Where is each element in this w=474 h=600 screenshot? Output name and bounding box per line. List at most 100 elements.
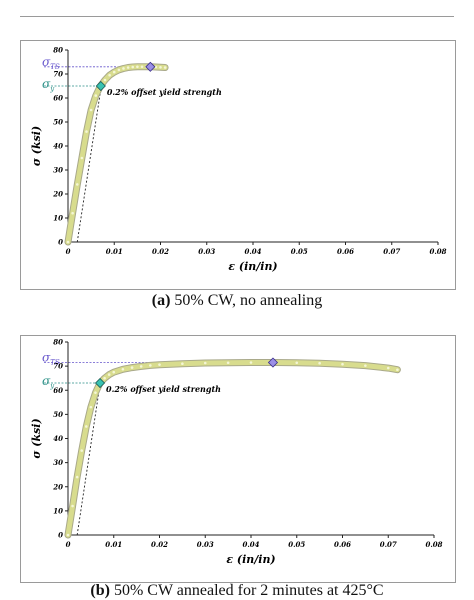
chart-b-x-tick-label: 0.04: [242, 540, 259, 549]
chart-a-y-tick-label: 70: [53, 70, 63, 79]
chart-a-x-tick-label: 0.05: [291, 247, 308, 256]
chart-b-data-point: [396, 368, 399, 372]
chart-b-data-point: [203, 361, 207, 365]
chart-b-y-tick-label: 60: [53, 386, 63, 395]
chart-b-data-point: [85, 425, 88, 428]
chart-a-data-point: [108, 73, 111, 77]
chart-b-data-point: [181, 362, 184, 366]
chart-a-data-point: [136, 65, 139, 69]
chart-a-x-tick-label: 0: [66, 247, 71, 256]
chart-a-x-tick-label: 0.06: [337, 247, 354, 256]
chart-b-x-tick-label: 0.03: [197, 540, 214, 549]
chart-a-y-tick-label: 10: [53, 214, 63, 223]
chart-a-x-tick-label: 0.03: [198, 247, 215, 256]
chart-a-data-point: [140, 65, 144, 69]
chart-b-data-point: [103, 376, 106, 380]
chart-a-data-point: [159, 65, 162, 69]
chart-a-y-tick-label: 30: [53, 166, 63, 175]
chart-a-ys-label: σy: [42, 77, 55, 93]
chart-b-y-tick-label: 30: [53, 458, 63, 467]
chart-b-annotation: 0.2% offset yield strength: [106, 384, 221, 394]
chart-b-data-point: [121, 367, 125, 371]
chart-b-y-tick-label: 10: [53, 506, 63, 515]
chart-a-data-point: [94, 94, 98, 97]
chart-b-data-point: [107, 373, 111, 376]
chart-a-y-tick-label: 80: [53, 46, 63, 55]
chart-a-y-tick-label: 50: [53, 118, 63, 127]
chart-a-offset-line: [76, 82, 103, 243]
chart-b-x-tick-label: 0.07: [380, 540, 397, 549]
chart-b-data-point: [295, 361, 299, 365]
chart-b-x-tick-label: 0.06: [334, 540, 351, 549]
chart-a-data-point: [71, 211, 74, 215]
chart-b-y-tick-label: 50: [53, 410, 63, 419]
chart-panel-b: 0 0.01 0.02 0.03 0.04 0.05 0.06 0.07 0.08 0 10 20 30…: [20, 335, 456, 583]
chart-b-offset-line: [76, 378, 102, 536]
chart-a-y-tick-label: 60: [53, 94, 63, 103]
chart-b-x-tick-label: 0: [66, 540, 71, 549]
chart-a-uts-marker: [145, 61, 156, 72]
chart-b-y-tick-label: 70: [53, 362, 63, 371]
chart-b-x-tick-label: 0.01: [105, 540, 122, 549]
chart-b-x-label: ε (in/in): [226, 553, 275, 566]
caption-b: (b) 50% CW annealed for 2 minutes at 425…: [0, 582, 474, 600]
chart-a-data-point: [112, 70, 116, 74]
chart-a-y-tick-label: 0: [58, 238, 63, 247]
chart-a-x-tick-label: 0.08: [429, 247, 446, 256]
chart-b-data-point: [94, 391, 97, 394]
chart-a-x-label: ε (in/in): [228, 260, 277, 273]
caption-a: (a) 50% CW, no annealing: [0, 292, 474, 310]
chart-b-data-point: [149, 364, 152, 367]
chart-a-data-point: [131, 65, 135, 69]
chart-b-data-point: [364, 364, 367, 367]
chart-b-x-tick-label: 0.08: [425, 540, 442, 549]
chart-b-ys-marker: [94, 377, 106, 389]
chart-b-data-point: [75, 475, 79, 479]
chart-b-uts-marker: [267, 357, 279, 368]
chart-b-y-tick-label: 40: [53, 434, 63, 443]
chart-a-uts-label: σTS: [42, 55, 60, 71]
chart-a-data-point: [163, 66, 167, 69]
chart-b-ys-label: σy: [42, 374, 55, 390]
caption-a-text: 50% CW, no annealing: [170, 292, 323, 309]
chart-a-data-point: [75, 183, 79, 186]
chart-b-data-point: [112, 370, 116, 374]
chart-a-x-tick-label: 0.04: [244, 247, 261, 256]
chart-b-x-tick-label: 0.02: [151, 540, 168, 549]
chart-b-uts-label: σTS: [42, 351, 60, 367]
caption-a-label: (a): [151, 292, 171, 309]
chart-b-data-point: [386, 366, 390, 370]
chart-b-y-tick-label: 80: [53, 338, 63, 347]
chart-a-data-point: [80, 156, 84, 160]
chart-b-y-label: σ (ksi): [30, 418, 43, 458]
chart-a-data-point: [89, 108, 93, 112]
chart-a-data-point: [126, 66, 130, 69]
chart-b-svg: 0 0.01 0.02 0.03 0.04 0.05 0.06 0.07 0.08 0 10 20 30…: [30, 338, 443, 567]
chart-a-y-tick-label: 40: [53, 142, 63, 151]
chart-a-data-point: [154, 65, 158, 69]
chart-b-data-point: [249, 361, 253, 364]
chart-b-data-point: [318, 361, 321, 365]
chart-b-x-tick-label: 0.05: [288, 540, 305, 549]
chart-b-data-point: [89, 405, 93, 409]
chart-a-ys-marker: [95, 80, 106, 92]
chart-b-data-point: [158, 363, 161, 366]
chart-a-data-point: [66, 240, 70, 244]
chart-a-y-label: σ (ksi): [30, 126, 43, 166]
chart-b-data-point: [130, 366, 134, 369]
chart-b-data-point: [71, 504, 74, 508]
chart-a-data-point: [103, 78, 107, 82]
chart-b-data-point: [226, 361, 230, 365]
chart-a-data-point: [117, 68, 121, 72]
chart-a-x-tick-label: 0.07: [383, 247, 400, 256]
chart-b-data-point: [66, 533, 70, 537]
chart-b-data-point: [341, 362, 344, 366]
chart-a-y-tick-label: 20: [52, 190, 63, 199]
chart-a-data-point: [85, 130, 88, 133]
chart-a-svg: 0 0.01 0.02 0.03 0.04 0.05 0.06 0.07 0.08 0 10 20 30…: [30, 46, 447, 274]
chart-panel-a: 0 0.01 0.02 0.03 0.04 0.05 0.06 0.07 0.08 0 10 20 30…: [20, 40, 456, 290]
chart-b-y-tick-label: 0: [58, 531, 63, 540]
chart-a-data-point: [122, 67, 125, 70]
chart-b-y-tick-label: 20: [52, 482, 63, 491]
chart-a-x-tick-label: 0.02: [152, 247, 169, 256]
